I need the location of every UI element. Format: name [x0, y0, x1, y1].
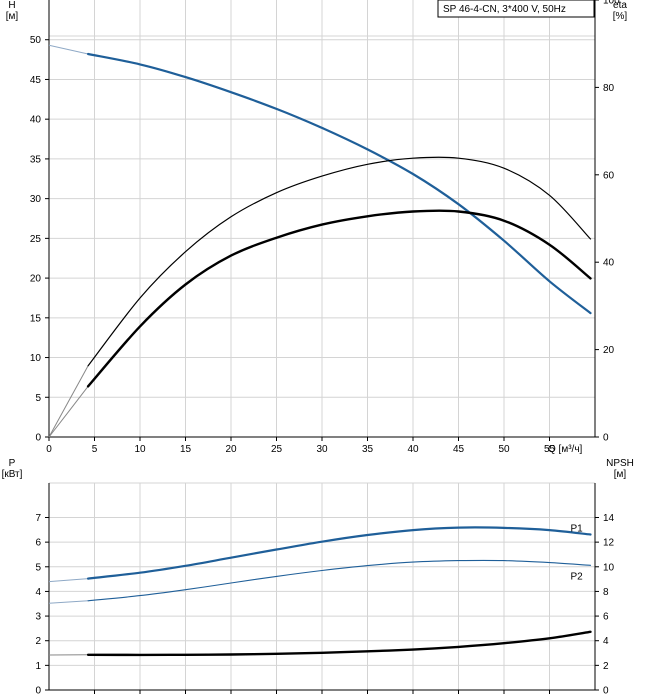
left-tick-label: 6: [35, 538, 41, 549]
head-efficiency-panel: 05101520253035404550020406080100H[м]eta[…: [6, 0, 628, 455]
series-label-p2: P2: [570, 571, 583, 582]
x-tick-label: 20: [225, 444, 237, 455]
x-tick-label: 45: [453, 444, 465, 455]
eta-total-curve: [86, 209, 592, 388]
right-tick-label: 60: [603, 170, 615, 181]
left-tick-label: 40: [30, 115, 42, 126]
p2-curve: [87, 559, 592, 602]
right-tick-label: 6: [603, 612, 609, 623]
right-tick-label: 100: [603, 0, 620, 7]
right-tick-label: 14: [603, 513, 615, 524]
right-axis-unit: [м]: [614, 469, 627, 480]
left-tick-label: 45: [30, 75, 42, 86]
head-curve-extrapolated: [48, 44, 89, 55]
left-tick-label: 2: [35, 636, 41, 647]
x-tick-label: 35: [362, 444, 374, 455]
x-tick-label: 30: [316, 444, 328, 455]
left-tick-label: 5: [35, 562, 41, 573]
left-axis-unit: [м]: [6, 11, 19, 22]
right-axis-title: eta: [613, 0, 627, 11]
eta-motor-curve: [87, 156, 592, 367]
right-tick-label: 2: [603, 661, 609, 672]
x-tick-label: 25: [271, 444, 283, 455]
right-tick-label: 8: [603, 587, 609, 598]
right-axis-unit: [%]: [613, 11, 628, 22]
pump-model-box: SP 46-4-CN, 3*400 V, 50Hz: [437, 0, 595, 18]
head-curve: [87, 52, 592, 315]
p1-curve: [87, 526, 592, 580]
left-tick-label: 35: [30, 154, 42, 165]
left-axis-title: H: [8, 0, 15, 11]
left-tick-label: 7: [35, 513, 41, 524]
right-tick-label: 80: [603, 83, 615, 94]
left-tick-label: 5: [35, 393, 41, 404]
left-tick-label: 25: [30, 234, 42, 245]
right-tick-label: 40: [603, 258, 615, 269]
left-axis-title: P: [9, 458, 16, 469]
left-tick-label: 0: [35, 433, 41, 444]
left-tick-label: 30: [30, 194, 42, 205]
right-tick-label: 0: [603, 433, 609, 444]
left-axis-unit: [кВт]: [2, 469, 23, 480]
x-tick-label: 5: [92, 444, 98, 455]
p1-curve-extrapolated: [48, 578, 89, 583]
left-tick-label: 10: [30, 353, 42, 364]
left-tick-label: 15: [30, 313, 42, 324]
x-tick-label: 40: [407, 444, 419, 455]
npsh-curve: [86, 630, 592, 657]
series-label-p1: P1: [570, 524, 583, 535]
x-tick-label: 15: [180, 444, 192, 455]
left-tick-label: 1: [35, 661, 41, 672]
eta-motor-curve-extrapolated: [48, 365, 89, 438]
x-axis-title: Q [м³/ч]: [548, 444, 583, 455]
right-tick-label: 4: [603, 636, 609, 647]
x-tick-label: 10: [134, 444, 146, 455]
left-tick-label: 0: [35, 686, 41, 697]
left-tick-label: 20: [30, 274, 42, 285]
left-tick-label: 3: [35, 612, 41, 623]
right-axis-title: NPSH: [606, 458, 634, 469]
x-tick-label: 50: [498, 444, 510, 455]
p2-curve-extrapolated: [48, 600, 89, 604]
eta-total-curve-extrapolated: [48, 385, 89, 438]
right-tick-label: 12: [603, 538, 615, 549]
right-tick-label: 20: [603, 345, 615, 356]
right-tick-label: 0: [603, 686, 609, 697]
pump-model-label: SP 46-4-CN, 3*400 V, 50Hz: [443, 4, 566, 15]
left-tick-label: 50: [30, 35, 42, 46]
x-tick-label: 0: [46, 444, 52, 455]
x-tick-label: 55: [544, 444, 556, 455]
right-tick-label: 10: [603, 562, 615, 573]
left-tick-label: 4: [35, 587, 41, 598]
